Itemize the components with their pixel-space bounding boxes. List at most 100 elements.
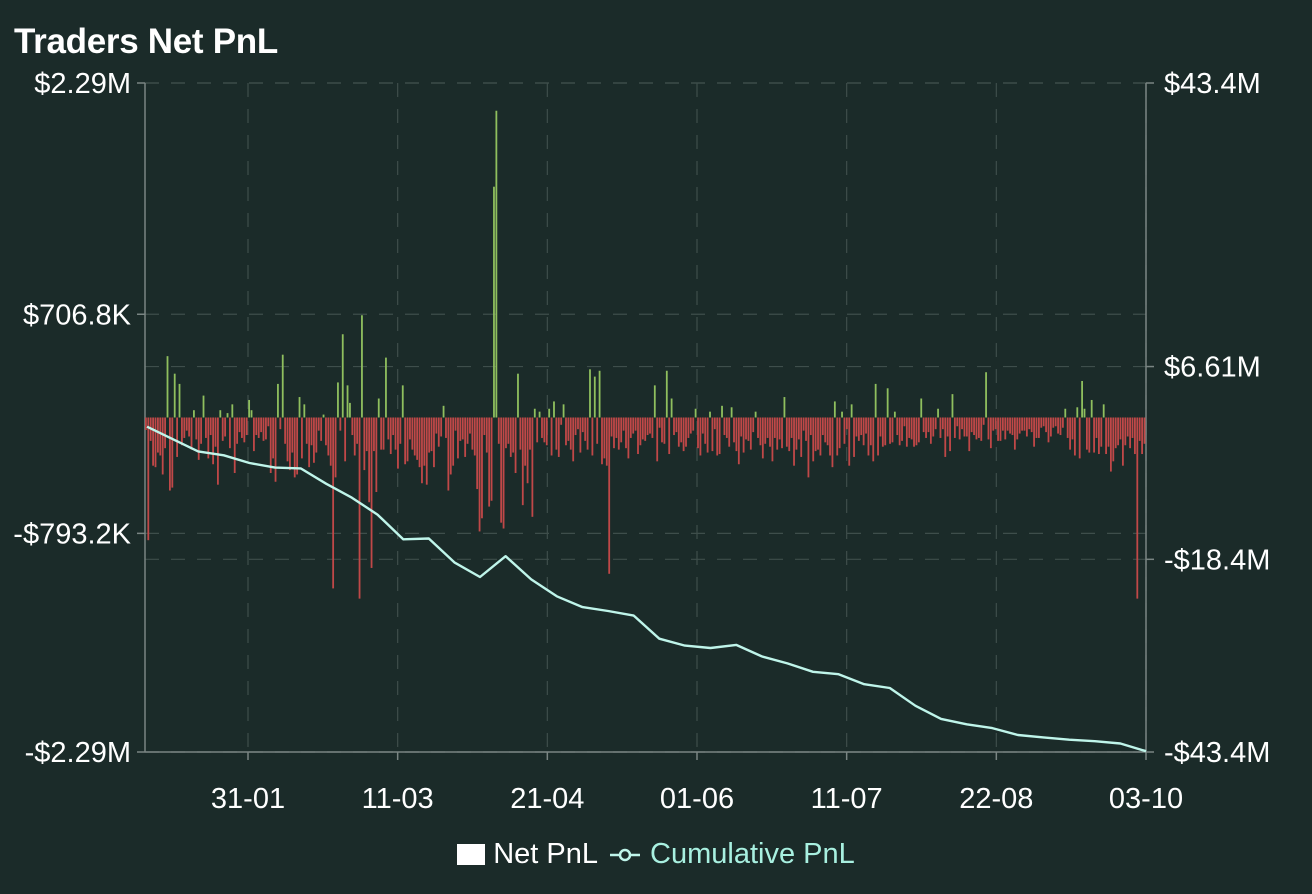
net-pnl-bar [1138,417,1141,441]
net-pnl-bar [545,417,548,446]
x-tick-label: 22-08 [959,783,1033,815]
net-pnl-bar [853,417,855,457]
net-pnl-bar [1028,417,1031,430]
net-pnl-bar [646,417,649,436]
net-pnl-bar [397,417,399,469]
net-pnl-bar [987,417,990,440]
net-pnl-bar [233,417,236,474]
net-pnl-bar [514,417,517,474]
net-pnl-bar [296,417,299,475]
net-pnl-bar [843,417,846,444]
net-pnl-bar [785,417,788,447]
net-pnl-bar [454,417,457,431]
net-pnl-bar [560,417,563,425]
net-pnl-bar [826,417,829,446]
net-pnl-bar [742,417,745,453]
net-pnl-bar [327,417,330,456]
net-pnl-bar [461,417,464,440]
net-pnl-bar [389,417,392,455]
net-pnl-bar [219,410,222,418]
net-pnl-bar [941,417,944,430]
net-pnl-bar [392,417,395,436]
net-pnl-bar [598,370,601,418]
net-pnl-bar [526,417,529,484]
net-pnl-bar [238,417,241,433]
tick-labels: 31-01 11-03 21-04 01-06 11-07 22-08 03-10 $2.29… [13,68,1270,815]
net-pnl-bar [257,417,260,438]
net-pnl-bar [1117,417,1119,446]
net-pnl-bar [339,417,342,431]
net-pnl-bar [459,417,462,441]
net-pnl-bar [639,417,642,446]
net-pnl-bar [469,417,471,434]
net-pnl-bar [752,417,755,433]
net-pnl-bar [1069,417,1071,450]
net-pnl-bar [269,417,272,474]
net-pnl-bar [629,417,632,438]
net-pnl-bar [961,417,963,430]
net-pnl-bar [332,417,335,589]
net-pnl-bar [195,417,198,440]
net-pnl-bar [157,417,159,453]
net-pnl-bar [161,417,164,475]
net-pnl-bar [437,417,440,447]
net-pnl-bar [1011,417,1014,436]
net-pnl-bar [608,417,611,574]
net-pnl-bar [807,417,810,478]
net-pnl-bar [521,417,524,506]
net-pnl-bar [241,417,243,438]
net-pnl-bar [701,417,704,434]
legend-item-cumulative-pnl[interactable]: Cumulative PnL [608,838,855,871]
net-pnl-bar [394,417,397,450]
x-tick-label: 11-03 [362,783,434,815]
net-pnl-bar [944,417,947,457]
net-pnl-bar [925,417,927,438]
net-pnl-bar [1045,417,1047,433]
net-pnl-bar [279,417,282,430]
net-pnl-bars [145,110,1146,599]
net-pnl-bar [869,417,872,446]
net-pnl-bar [373,417,375,452]
net-pnl-bar [411,417,414,450]
net-pnl-bar [783,397,786,418]
net-pnl-bar [553,401,555,418]
net-pnl-bar [543,417,546,443]
net-pnl-bar [1093,417,1095,453]
net-pnl-bar [344,417,347,462]
net-pnl-bar [1105,417,1107,455]
net-pnl-bar [490,417,493,501]
net-pnl-bar [831,417,834,468]
net-pnl-bar [1052,417,1055,428]
net-pnl-bar [733,417,735,443]
net-pnl-bar [730,407,733,418]
net-pnl-bar [272,417,275,459]
net-pnl-bar [277,383,279,418]
net-pnl-bar [1090,399,1093,418]
net-pnl-bar [557,417,560,457]
net-pnl-bar [716,417,719,456]
net-pnl-bar [1037,417,1040,438]
net-pnl-bar [615,417,618,438]
net-pnl-bar [877,417,879,456]
net-pnl-bar [718,417,721,455]
net-pnl-bar [819,417,822,456]
net-pnl-bar [1141,417,1143,455]
x-tick-label: 03-10 [1109,783,1183,815]
net-pnl-bar [886,388,889,418]
net-pnl-bar [1001,417,1004,431]
net-pnl-bar [723,417,726,436]
legend-item-net-pnl[interactable]: Net PnL [457,838,598,871]
net-pnl-bar [538,411,541,418]
net-pnl-bar [850,404,853,418]
net-pnl-bar [790,417,793,438]
net-pnl-bar [368,417,371,503]
net-pnl-bar [857,417,860,441]
net-pnl-bar [737,417,740,465]
net-pnl-bar [949,417,951,452]
net-pnl-bar [910,417,913,440]
net-pnl-bar [596,417,599,444]
net-pnl-bar [320,417,323,441]
net-pnl-bar [512,417,515,453]
net-pnl-bar [641,417,644,440]
net-pnl-bar [209,417,212,436]
